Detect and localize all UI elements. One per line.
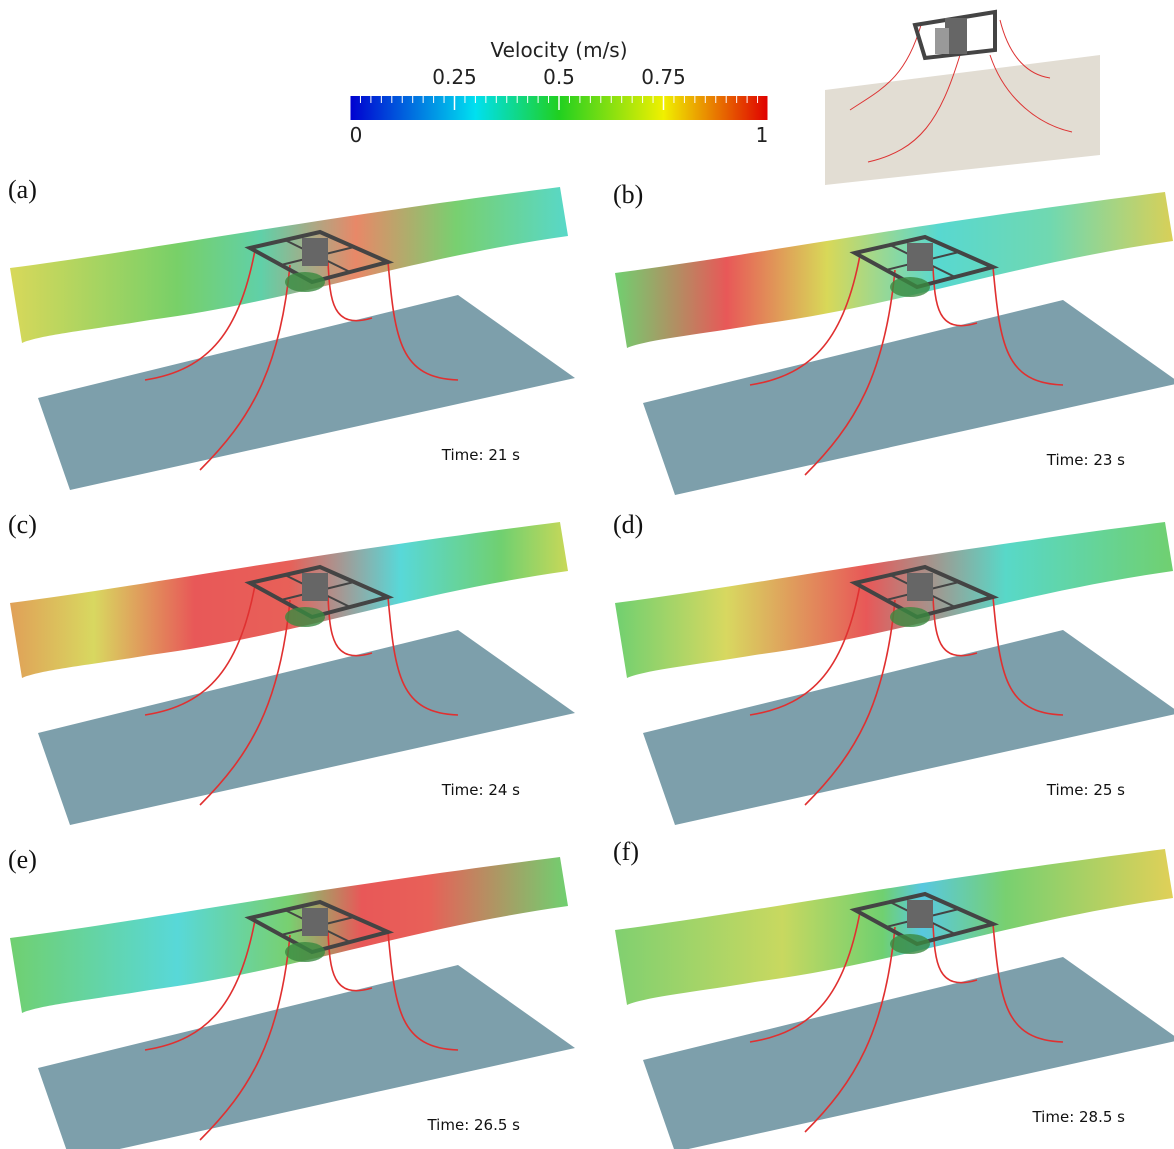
time-label: Time: 24 s [441,781,520,799]
mooring-lines [144,919,459,1141]
time-label: Time: 21 s [441,446,520,464]
panel: (d) Time: 25 s [613,510,1174,825]
mooring-lines [749,254,1064,476]
turbine-box [907,243,933,271]
time-label: Time: 23 s [1046,451,1125,469]
time-label: Time: 26.5 s [426,1116,520,1134]
seabed [643,300,1174,495]
time-label: Time: 28.5 s [1031,1108,1125,1126]
panel: (e) Time: 26.5 s [8,845,575,1149]
seabed [643,957,1174,1149]
seabed [38,295,575,490]
water-surface [10,187,568,343]
seabed [38,630,575,825]
turbine-box [302,573,328,601]
water-surface [615,522,1173,678]
panel-label: (f) [613,837,639,866]
float [890,934,930,954]
mooring-lines [749,584,1064,806]
float [285,272,325,292]
seabed [38,965,575,1149]
seabed [643,630,1174,825]
turbine-box [907,573,933,601]
mooring-lines [144,584,459,806]
colorbar-tick-label: 0.75 [641,65,686,89]
colorbar-tick-label: 1 [756,123,769,147]
mooring-lines [749,911,1064,1133]
panel: (b) Time: 23 s [613,180,1174,495]
float [890,607,930,627]
water-surface [10,857,568,1013]
float [285,942,325,962]
platform-frame [849,564,1000,620]
water-surface [615,192,1173,348]
water-surface [615,849,1173,1005]
platform-frame [244,564,395,620]
panel-label: (d) [613,510,643,539]
turbine-box [302,238,328,266]
panel: (a) Time: 21 s [8,175,575,490]
panel-label: (a) [8,175,37,204]
platform-frame [244,229,395,285]
mooring-lines [144,249,459,471]
panel: (f) Time: 28.5 s [613,837,1174,1149]
water-surface [10,522,568,678]
turbine-box [302,908,328,936]
colorbar-title: Velocity (m/s) [490,38,627,62]
colorbar-tick-label: 0.5 [543,65,575,89]
platform-frame [244,899,395,955]
time-label: Time: 25 s [1046,781,1125,799]
float [890,277,930,297]
platform-frame [849,234,1000,290]
turbine-box [907,900,933,928]
float [285,607,325,627]
inset [825,9,1100,185]
colorbar-tick-label: 0.25 [432,65,477,89]
panel-label: (e) [8,845,37,874]
panel-label: (b) [613,180,643,209]
platform-frame [849,891,1000,947]
panel-label: (c) [8,510,37,539]
colorbar-tick-label: 0 [350,123,363,147]
panel: (c) Time: 24 s [8,510,575,825]
